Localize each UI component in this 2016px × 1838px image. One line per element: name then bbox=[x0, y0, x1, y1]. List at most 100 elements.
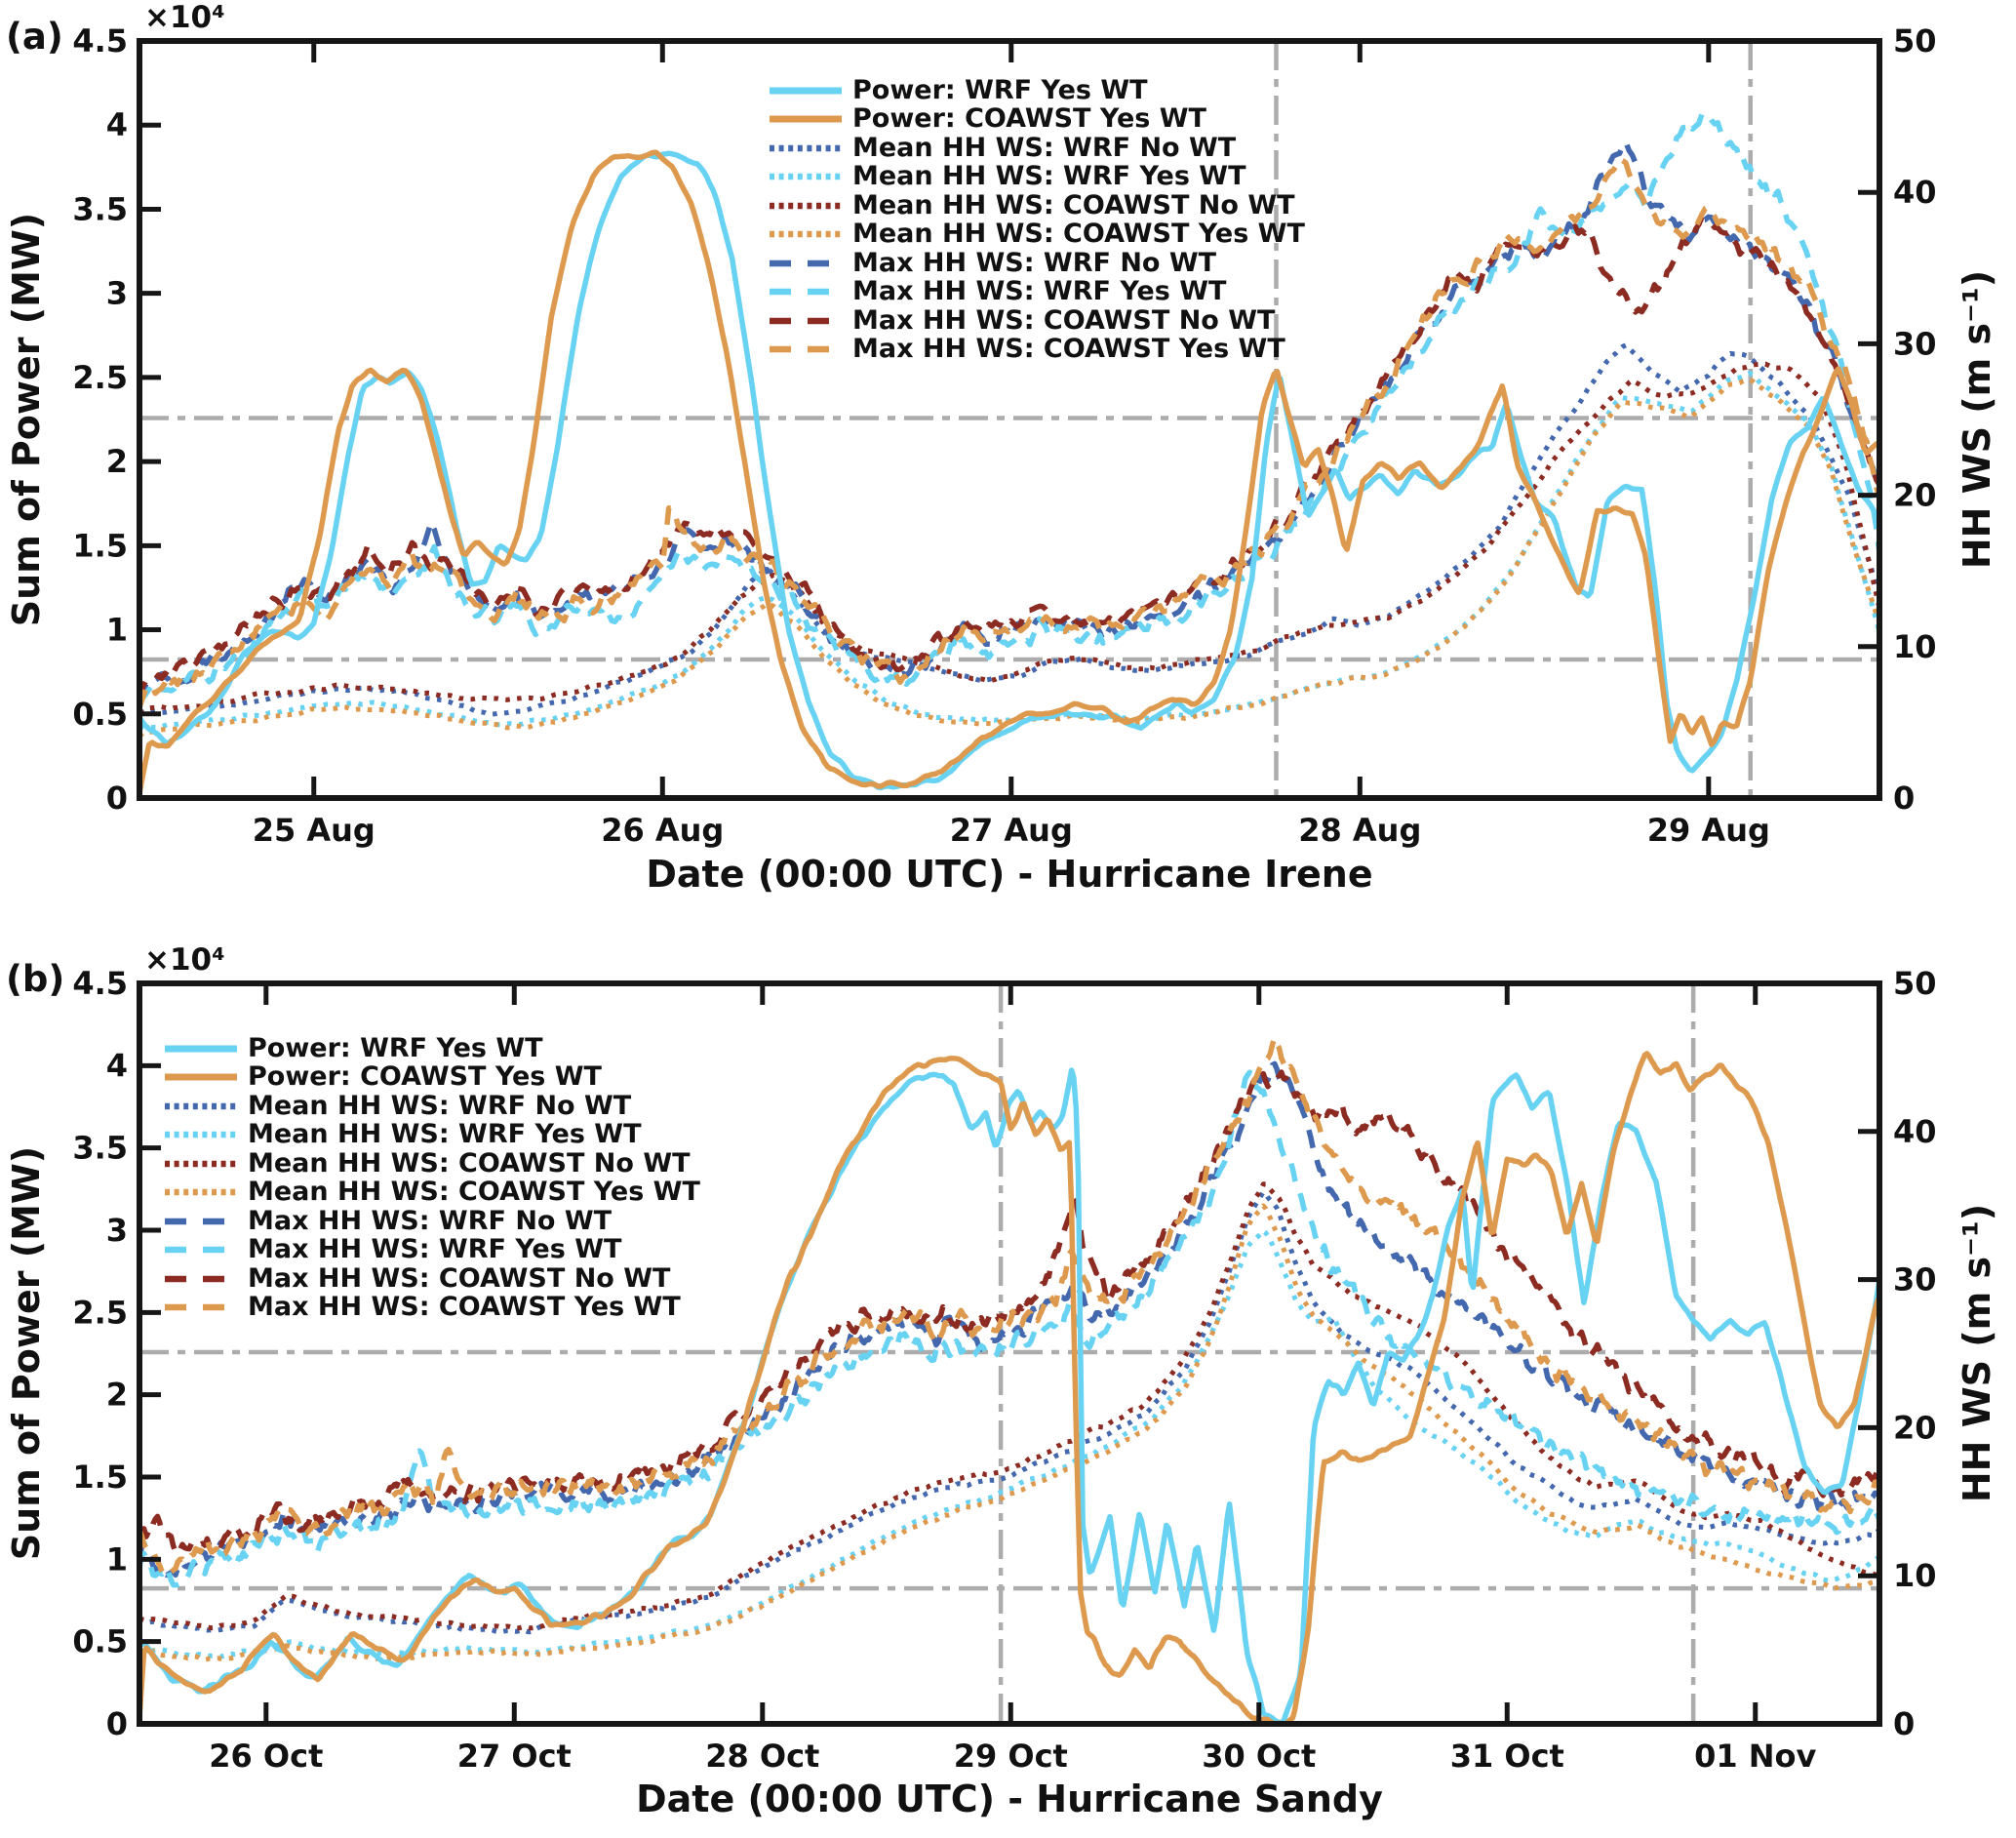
legend-item-power_wrf: Power: WRF Yes WT bbox=[769, 76, 1148, 105]
y-left-tick-label: 3.5 bbox=[72, 1130, 128, 1167]
series-power_coawst-panel-b bbox=[139, 1051, 1879, 1724]
legend-swatch-dotted-line bbox=[770, 231, 842, 238]
legend-item-max_co_yes: Max HH WS: COAWST Yes WT bbox=[769, 335, 1285, 364]
legend-label: Mean HH WS: COAWST Yes WT bbox=[852, 219, 1305, 250]
panel-a-ylabel-right: HH WS (m s⁻¹) bbox=[1956, 269, 1998, 570]
x-tick-label: 26 Aug bbox=[601, 812, 724, 849]
x-tick-label: 01 Nov bbox=[1694, 1738, 1816, 1775]
y-left-tick-label: 1 bbox=[106, 612, 128, 649]
y-left-tick-label: 3 bbox=[106, 275, 128, 312]
y-left-tick-label: 4 bbox=[106, 106, 128, 143]
legend-item-max_co_no: Max HH WS: COAWST No WT bbox=[164, 1262, 671, 1294]
series-mean_co_yes-panel-a bbox=[139, 377, 1879, 739]
legend-label: Max HH WS: COAWST Yes WT bbox=[852, 334, 1285, 365]
legend-swatch-dotted-line bbox=[165, 1160, 237, 1168]
legend-item-mean_wrf_yes: Mean HH WS: WRF Yes WT bbox=[769, 162, 1246, 191]
legend-swatch-dashed-line bbox=[770, 288, 842, 296]
series-max_co_yes-panel-a bbox=[139, 156, 1879, 709]
legend-swatch-dashed-line bbox=[770, 317, 842, 324]
legend-item-mean_co_no: Mean HH WS: COAWST No WT bbox=[769, 190, 1295, 220]
legend-label: Max HH WS: WRF Yes WT bbox=[248, 1234, 622, 1265]
y-left-tick-label: 2 bbox=[106, 443, 128, 480]
legend-item-mean_wrf_no: Mean HH WS: WRF No WT bbox=[769, 133, 1236, 163]
legend-item-power_coawst: Power: COAWST Yes WT bbox=[164, 1062, 602, 1092]
y-left-tick-label: 0.5 bbox=[72, 1623, 128, 1660]
y-left-tick-label: 3.5 bbox=[72, 190, 128, 227]
series-mean_wrf_yes-panel-a bbox=[139, 371, 1879, 731]
legend-label: Max HH WS: COAWST No WT bbox=[852, 304, 1276, 336]
legend-swatch-dotted-line bbox=[770, 174, 842, 180]
legend-label: Max HH WS: WRF Yes WT bbox=[852, 276, 1227, 307]
x-tick-label: 29 Aug bbox=[1647, 812, 1770, 849]
x-tick-label: 27 Aug bbox=[950, 812, 1073, 849]
legend-swatch-solid-line bbox=[770, 115, 842, 123]
panel-b-tag: (b) bbox=[6, 958, 65, 1000]
x-tick-label: 26 Oct bbox=[209, 1738, 323, 1775]
legend-item-max_wrf_no: Max HH WS: WRF No WT bbox=[769, 247, 1217, 278]
legend-item-max_wrf_yes: Max HH WS: WRF Yes WT bbox=[164, 1235, 621, 1264]
y-left-tick-label: 3 bbox=[106, 1212, 128, 1249]
series-max_wrf_no-panel-b bbox=[139, 1060, 1879, 1581]
panel-b-xlabel: Date (00:00 UTC) - Hurricane Sandy bbox=[636, 1778, 1383, 1820]
y-right-tick-label: 10 bbox=[1893, 1557, 1937, 1594]
y-right-tick-label: 10 bbox=[1893, 628, 1937, 665]
y-right-tick-label: 30 bbox=[1893, 1261, 1937, 1299]
y-right-tick-label: 30 bbox=[1893, 325, 1937, 362]
x-tick-label: 30 Oct bbox=[1202, 1738, 1316, 1775]
panel-b-ylabel-right: HH WS (m s⁻¹) bbox=[1956, 1203, 1998, 1503]
legend-item-max_co_yes: Max HH WS: COAWST Yes WT bbox=[164, 1293, 681, 1322]
legend-label: Power: WRF Yes WT bbox=[852, 75, 1148, 105]
legend-item-power_wrf: Power: WRF Yes WT bbox=[164, 1034, 543, 1063]
legend-label: Mean HH WS: WRF Yes WT bbox=[248, 1119, 642, 1150]
y-left-tick-label: 1.5 bbox=[72, 1458, 128, 1496]
legend-label: Power: COAWST Yes WT bbox=[248, 1061, 602, 1093]
legend-swatch-dotted-line bbox=[770, 144, 842, 152]
y-right-tick-label: 0 bbox=[1893, 1705, 1915, 1742]
y-left-tick-label: 4.5 bbox=[72, 965, 128, 1002]
x-tick-label: 25 Aug bbox=[253, 812, 376, 849]
series-max_co_yes-panel-b bbox=[139, 1034, 1879, 1578]
y-left-tick-label: 4 bbox=[106, 1047, 128, 1084]
y-right-tick-label: 50 bbox=[1893, 22, 1937, 60]
legend-label: Max HH WS: COAWST Yes WT bbox=[248, 1292, 681, 1323]
panel-b: 26 Oct 27 Oct 28 Oct 29 Oct 30 Oct 31 Oct 01 N… bbox=[72, 965, 1936, 1775]
legend-item-mean_wrf_no: Mean HH WS: WRF No WT bbox=[164, 1091, 631, 1121]
y-left-tick-label: 4.5 bbox=[72, 22, 128, 60]
panel-a-ylabel-left: Sum of Power (MW) bbox=[5, 212, 48, 627]
legend-swatch-dotted-line bbox=[165, 1132, 237, 1139]
legend-swatch-solid-line bbox=[165, 1073, 237, 1081]
legend-swatch-dashed-line bbox=[165, 1246, 237, 1254]
x-tick-label: 27 Oct bbox=[457, 1738, 572, 1775]
legend-label: Mean HH WS: COAWST Yes WT bbox=[248, 1177, 700, 1208]
legend-label: Max HH WS: COAWST No WT bbox=[248, 1262, 671, 1294]
y-right-tick-label: 50 bbox=[1893, 965, 1937, 1002]
legend-item-mean_co_yes: Mean HH WS: COAWST Yes WT bbox=[769, 220, 1305, 249]
series-power_coawst-panel-a bbox=[139, 149, 1879, 794]
y-left-tick-label: 1.5 bbox=[72, 527, 128, 564]
legend-swatch-solid-line bbox=[770, 87, 842, 95]
y-right-tick-label: 0 bbox=[1893, 779, 1915, 817]
legend-item-max_co_no: Max HH WS: COAWST No WT bbox=[769, 304, 1276, 336]
panel-b-ylabel-left: Sum of Power (MW) bbox=[5, 1145, 48, 1561]
series-mean_wrf_no-panel-a bbox=[139, 342, 1879, 717]
series-power_wrf-panel-a bbox=[139, 150, 1879, 791]
y-left-tick-label: 2.5 bbox=[72, 359, 128, 396]
legend-swatch-dashed-line bbox=[165, 1303, 237, 1311]
legend-label: Mean HH WS: COAWST No WT bbox=[248, 1147, 691, 1179]
y-right-tick-label: 20 bbox=[1893, 1409, 1937, 1446]
legend-label: Power: WRF Yes WT bbox=[248, 1033, 543, 1063]
y-left-tick-label: 2.5 bbox=[72, 1294, 128, 1331]
legend-label: Mean HH WS: WRF Yes WT bbox=[852, 161, 1246, 192]
y-right-tick-label: 40 bbox=[1893, 1113, 1937, 1150]
y-left-tick-label: 0.5 bbox=[72, 696, 128, 733]
legend-swatch-dashed-line bbox=[165, 1275, 237, 1282]
legend-item-mean_co_no: Mean HH WS: COAWST No WT bbox=[164, 1147, 691, 1179]
legend-swatch-solid-line bbox=[165, 1045, 237, 1053]
series-max_wrf_yes-panel-b bbox=[139, 1069, 1879, 1588]
axes-panel-b: 26 Oct 27 Oct 28 Oct 29 Oct 30 Oct 31 Oct 01 N… bbox=[72, 965, 1936, 1775]
legend-swatch-dotted-line bbox=[770, 202, 842, 210]
series-mean_wrf_yes-panel-b bbox=[139, 1227, 1879, 1659]
y-left-tick-label: 0 bbox=[106, 779, 128, 817]
legend-label: Max HH WS: WRF No WT bbox=[852, 247, 1217, 278]
